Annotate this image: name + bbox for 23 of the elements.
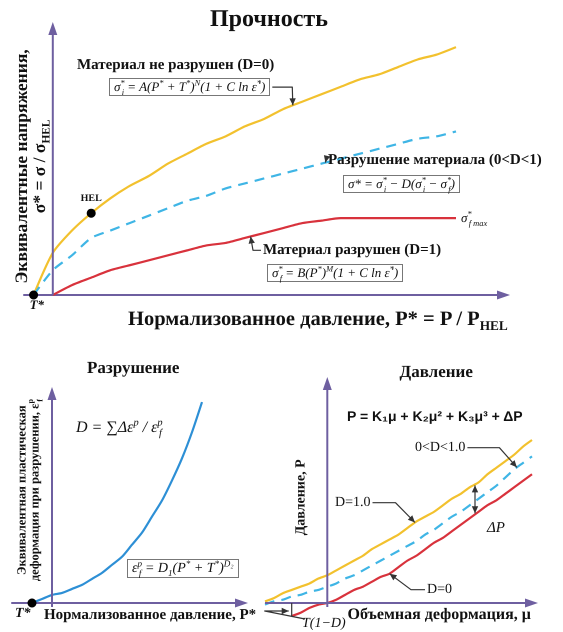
text: T* [30, 297, 44, 312]
text: ε$^{p}$$_{f}$ = D$_{1}$(P$^{*}$ + T$^{*}$)$^{D₂}$ [132, 558, 234, 578]
series-label: Разрушение материала (0<D<1) [328, 152, 542, 168]
y-axis-title: Давление, P [294, 458, 310, 535]
x-axis-title: Нормализованное давление, P* = P / P$_{HEL}$ [128, 308, 508, 334]
series-label: HEL [80, 193, 102, 204]
series-label: Материал разрушен (D=1) [263, 242, 442, 258]
text: 0<D<1.0 [415, 440, 466, 456]
text: D=0 [427, 582, 452, 598]
text: Материал не разрушен (D=0) [77, 57, 274, 74]
chart-title: Разрушение [87, 358, 180, 378]
chart-title: Прочность [210, 6, 328, 32]
chart-title: Давление [400, 362, 473, 382]
text: D=1.0 [335, 495, 371, 510]
text: P = K₁μ + K₂μ² + K₃μ³ + ΔP [347, 408, 523, 424]
annotation: T(1−D) [302, 616, 346, 632]
text: σ* = σ$^{*}$$_{i}$ − D(σ$^{*}$$_{i}$ − σ$^{*}$$_{f}$) [348, 174, 455, 194]
text: σ$^{*}$$_{i}$ = A(P$^{*}$ + T$^{*}$)$^{N}$(1 + C ln ε̇$^{*}$) [114, 78, 266, 97]
text: T* [15, 606, 31, 622]
x-axis-title: Нормализованное давление, P* [44, 607, 256, 624]
text: σ$^{*}$$_{f}$ = B(P$^{*}$)$^{M}$(1 + C ln ε̇$^{*}$) [272, 264, 398, 283]
annotation: ΔP [487, 520, 505, 536]
x-axis-title: Объемная деформация, μ [348, 606, 531, 624]
